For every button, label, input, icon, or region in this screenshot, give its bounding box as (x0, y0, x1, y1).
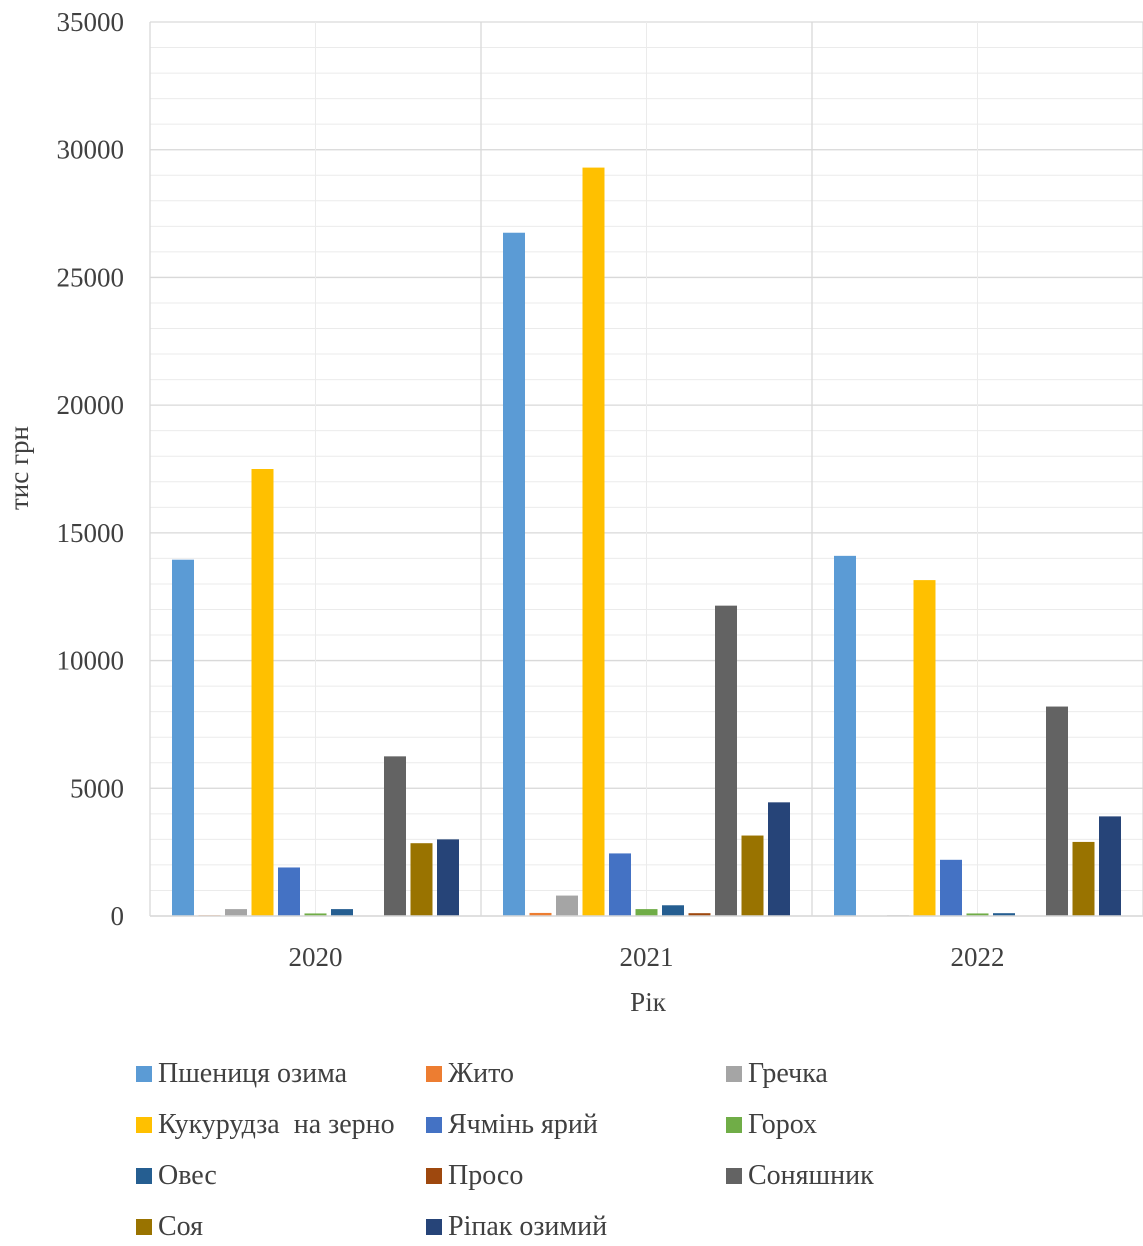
bar-chart: 0 5000 10000 15000 20000 25000 30000 35000 2020 2… (4, 7, 1143, 1017)
bar (556, 895, 578, 916)
bar (1099, 816, 1121, 916)
legend-item: Пшениця озима (136, 1058, 347, 1090)
bar (913, 580, 936, 916)
bar (304, 913, 327, 916)
legend-item: Гречка (726, 1058, 828, 1090)
legend-label: Жито (448, 1058, 514, 1089)
legend-item: Овес (136, 1160, 217, 1192)
bar (662, 905, 684, 916)
legend-swatch (726, 1066, 742, 1082)
bar (635, 909, 658, 916)
legend-label: Горох (748, 1109, 818, 1140)
legend-label: Пшениця озима (158, 1058, 348, 1089)
legend-item: Просо (426, 1160, 523, 1192)
legend-swatch (136, 1066, 152, 1082)
x-tick-label: 2022 (951, 942, 1005, 972)
bar (940, 859, 962, 916)
bar (993, 913, 1015, 916)
bar (437, 839, 459, 916)
legend-item: Ріпак озимий (426, 1211, 607, 1243)
y-tick-label: 5000 (70, 773, 124, 803)
legend-label: Гречка (748, 1058, 828, 1089)
y-tick-label: 10000 (57, 646, 125, 676)
legend-label: Кукурудза на зерно (158, 1109, 395, 1140)
legend-label: Овес (158, 1160, 217, 1191)
bar (529, 912, 552, 916)
y-tick-label: 20000 (57, 390, 125, 420)
legend-item: Ячмінь ярий (426, 1109, 598, 1141)
bar (966, 913, 989, 916)
legend-item: Горох (726, 1109, 817, 1141)
legend-swatch (726, 1117, 742, 1133)
legend-label: Ячмінь ярий (448, 1109, 598, 1140)
x-tick-label: 2020 (289, 942, 343, 972)
bar (251, 469, 274, 916)
y-tick-label: 30000 (57, 135, 125, 165)
legend-label: Просо (448, 1160, 524, 1191)
legend-swatch (426, 1117, 442, 1133)
legend-swatch (136, 1219, 152, 1235)
legend-item: Кукурудза на зерно (136, 1109, 395, 1141)
legend-swatch (426, 1168, 442, 1184)
y-tick-label: 15000 (57, 518, 125, 548)
bar (1046, 706, 1068, 916)
legend-swatch (136, 1168, 152, 1184)
bar (278, 867, 300, 916)
x-tick-label: 2021 (620, 942, 674, 972)
legend-label: Соняшник (748, 1160, 874, 1191)
y-tick-label: 35000 (57, 7, 125, 37)
y-tick-label: 25000 (57, 262, 125, 292)
bar (172, 559, 194, 916)
axes: 0 5000 10000 15000 20000 25000 30000 35000 2020 2… (57, 7, 1143, 972)
legend-swatch (136, 1117, 152, 1133)
legend-swatch (426, 1066, 442, 1082)
bar (715, 605, 737, 916)
y-axis-title: тис грн (4, 426, 34, 510)
x-axis-title: Рік (630, 987, 667, 1017)
bar (741, 835, 764, 916)
legend-item: Соняшник (726, 1160, 874, 1192)
bar (834, 555, 856, 916)
bars (172, 167, 1121, 916)
legend-label: Соя (158, 1211, 204, 1242)
legend-label: Ріпак озимий (448, 1211, 608, 1242)
bar (609, 853, 631, 916)
bar (225, 909, 247, 916)
legend-item: Жито (426, 1058, 514, 1090)
bar (768, 802, 790, 916)
bar (503, 232, 525, 916)
legend-swatch (726, 1168, 742, 1184)
bar (410, 843, 433, 916)
bar (1072, 841, 1095, 916)
bar (688, 913, 711, 916)
y-tick-label: 0 (111, 901, 125, 931)
bar (582, 167, 605, 916)
gridlines (149, 21, 1143, 917)
bar (331, 909, 353, 916)
legend-swatch (426, 1219, 442, 1235)
bar (384, 756, 406, 916)
legend-item: Соя (136, 1211, 203, 1243)
